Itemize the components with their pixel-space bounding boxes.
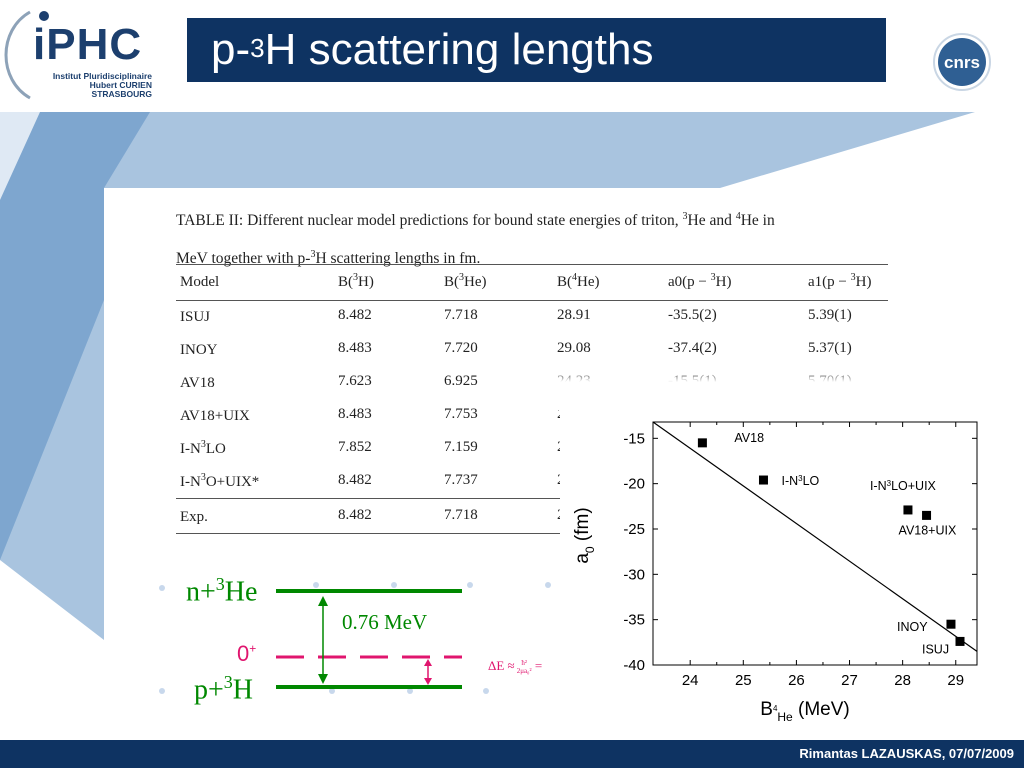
y-tick-label: -30	[623, 566, 645, 583]
table-cell: 7.852	[338, 439, 372, 455]
gap-energy-label: 0.76 MeV	[342, 610, 428, 634]
upper-level-label: n+3He	[186, 574, 258, 608]
table-cell: 5.39(1)	[808, 307, 852, 323]
logo-line: Institut Pluridisciplinaire	[52, 71, 152, 81]
energy-formula: ΔE ≈ ħ² 2μa₀² =	[488, 658, 543, 676]
level-diagram	[159, 582, 551, 694]
data-point-marker	[922, 510, 932, 520]
table-cell: 7.720	[444, 340, 478, 356]
gap-arrow-head-up	[318, 596, 328, 606]
table-cell: 7.753	[444, 406, 478, 422]
scattering-length-chart: 24 25 26 27 28 29 -15 -20 -25 -30 -35 -40 AV18 I-N3LO…	[560, 408, 980, 728]
data-point-label: I-N3LO	[781, 474, 819, 489]
iphc-logo: iPHC Institut Pluridisciplinaire Hubert …	[0, 0, 160, 110]
resonance-arrow-head-down	[424, 678, 432, 685]
table-cell: 6.925	[444, 373, 478, 389]
table-model-cell: AV18	[180, 375, 215, 391]
plot-frame	[652, 421, 978, 666]
data-point-label: I-N3LO+UIX	[870, 478, 937, 493]
decor-dots	[159, 582, 551, 694]
data-point-label: ISUJ	[922, 642, 949, 656]
table-header-cell: B(3He)	[444, 272, 487, 290]
x-tick-label: 26	[788, 672, 805, 689]
footer-author-date: Rimantas LAZAUSKAS, 07/07/2009	[799, 746, 1014, 761]
table-caption: TABLE II: Different nuclear model predic…	[176, 200, 896, 276]
table-header-rule	[176, 300, 888, 301]
cnrs-logo-icon: cnrs	[933, 33, 991, 91]
table-cell: -35.5(2)	[668, 307, 717, 323]
x-tick-label: 27	[841, 672, 858, 689]
fit-line	[652, 421, 978, 652]
y-tick-label: -25	[623, 521, 645, 538]
table-cell: 5.37(1)	[808, 340, 852, 356]
logo-wordmark: iPHC	[33, 20, 143, 69]
x-axis-label: B4He (MeV)	[760, 699, 849, 724]
table-cell: 8.482	[338, 472, 372, 488]
y-tick-label: -15	[623, 430, 645, 447]
data-point-marker	[955, 636, 965, 646]
table-model-cell: INOY	[180, 342, 218, 358]
y-tick-label: -20	[623, 476, 645, 493]
logo-swoosh-icon	[4, 10, 49, 100]
table-model-cell: I-N3LO	[180, 439, 226, 457]
x-tick-label: 28	[894, 672, 911, 689]
data-point-marker	[946, 619, 956, 629]
data-point-label: INOY	[897, 620, 928, 634]
y-tick-label: -35	[623, 612, 645, 629]
y-axis-label: a0 (fm)	[572, 507, 597, 563]
resonance-arrow-head-up	[424, 659, 432, 666]
caption-line-1: TABLE II: Different nuclear model predic…	[176, 211, 775, 230]
data-point-marker	[903, 505, 913, 515]
slide-title: p-3H scattering lengths	[211, 25, 654, 74]
table-cell: 7.159	[444, 439, 478, 455]
x-tick-label: 24	[682, 672, 699, 689]
table-bottom-rule	[176, 533, 566, 534]
footer-bar: Rimantas LAZAUSKAS, 07/07/2009	[0, 740, 1024, 768]
data-point-label: AV18+UIX	[899, 523, 957, 537]
x-tick-label: 29	[947, 672, 964, 689]
table-cell: 7.737	[444, 472, 478, 488]
table-exp-rule	[176, 498, 566, 499]
x-tick-label: 25	[735, 672, 752, 689]
cnrs-logo-text: cnrs	[944, 53, 980, 72]
chart-background	[560, 408, 980, 728]
table-header-cell: Model	[180, 274, 220, 290]
table-cell: 7.623	[338, 373, 372, 389]
caption-line-2: MeV together with p-3H scattering length…	[176, 249, 481, 268]
lower-level-label: p+3H	[194, 672, 254, 706]
logo-subtitle: Institut Pluridisciplinaire Hubert CURIE…	[34, 72, 152, 99]
table-cell: 28.91	[557, 307, 591, 323]
table-header-cell: a1(p − 3H)	[808, 272, 872, 290]
table-header-cell: B(3H)	[338, 272, 374, 290]
resonance-state-label: 0+	[237, 641, 257, 666]
table-top-rule	[176, 264, 888, 265]
table-model-cell: ISUJ	[180, 309, 211, 325]
table-cell: 7.718	[444, 507, 478, 523]
data-point-marker	[758, 475, 768, 485]
title-bar: p-3H scattering lengths	[187, 18, 886, 82]
table-cell: 8.483	[338, 406, 372, 422]
table-cell: 7.718	[444, 307, 478, 323]
table-model-cell: AV18+UIX	[180, 408, 250, 424]
y-tick-label: -40	[623, 657, 645, 674]
data-point-marker	[697, 438, 707, 448]
gap-arrow-head-down	[318, 674, 328, 684]
table-fade-mask	[550, 370, 890, 410]
data-point-label: AV18	[734, 431, 764, 445]
table-cell: -37.4(2)	[668, 340, 717, 356]
logo-line: STRASBOURG	[91, 89, 152, 99]
logo-line: Hubert CURIEN	[89, 80, 152, 90]
table-header-cell: B(4He)	[557, 272, 600, 290]
table-cell: 8.482	[338, 307, 372, 323]
table-cell: 8.482	[338, 507, 372, 523]
table-cell: 8.483	[338, 340, 372, 356]
table-model-cell: I-N3O+UIX*	[180, 472, 260, 490]
table-model-cell: Exp.	[180, 509, 208, 525]
table-header-cell: a0(p − 3H)	[668, 272, 732, 290]
table-cell: 29.08	[557, 340, 591, 356]
